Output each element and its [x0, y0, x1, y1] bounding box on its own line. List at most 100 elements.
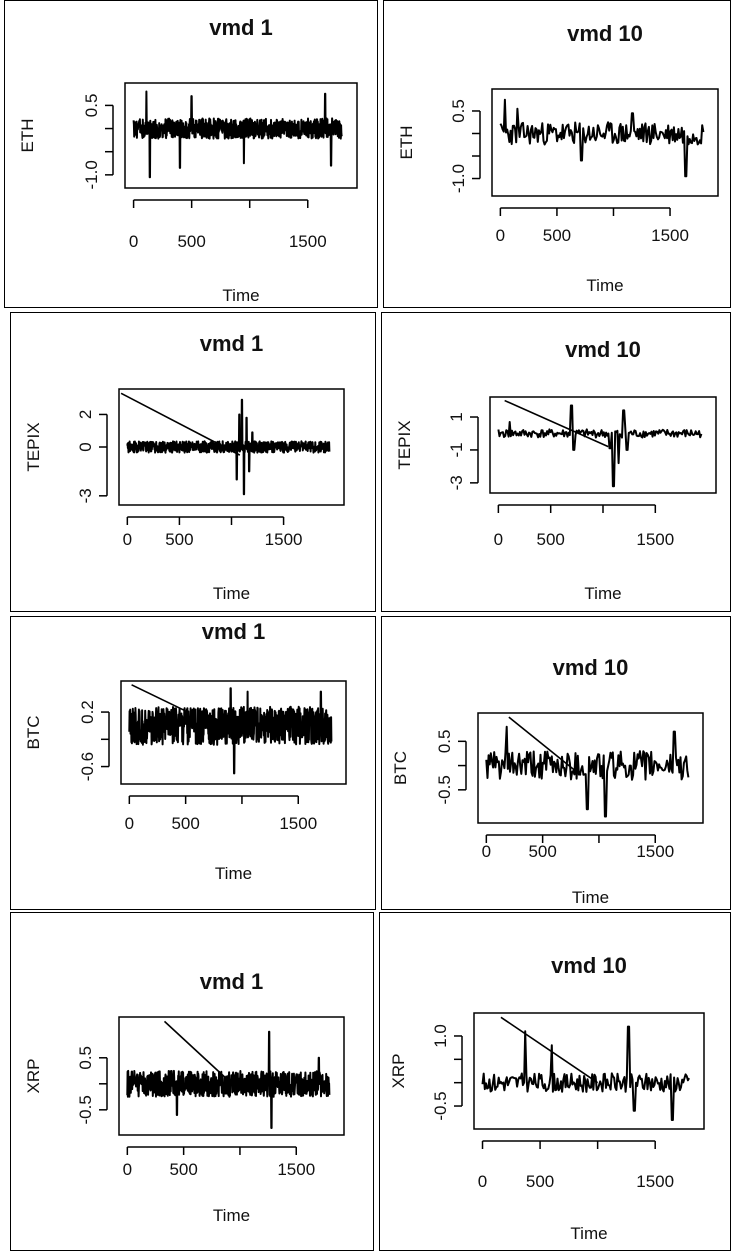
plot-area: [491, 88, 719, 197]
x-tick-label: 0: [129, 232, 138, 251]
chart-svg: vmd 10 0 500 1500 Time -1.0 0.5 ETH: [397, 21, 719, 295]
x-axis-label: Time: [584, 584, 621, 603]
series-line: [126, 1030, 331, 1129]
plot-area: [120, 680, 347, 785]
y-axis-label: XRP: [24, 1059, 43, 1094]
x-tick-label: 1500: [636, 842, 674, 861]
y-tick-label: -0.6: [78, 752, 97, 781]
x-tick-label: 0: [482, 842, 491, 861]
x-axis-label: Time: [570, 1224, 607, 1243]
chart-panel-tepix-vmd1: vmd 1 0 500 1500 Time -3 0 2 TEPIX: [10, 312, 376, 612]
y-axis-label: TEPIX: [395, 420, 414, 469]
y-tick-label: -3: [76, 488, 95, 503]
x-tick-label: 0: [478, 1172, 487, 1191]
series-line: [126, 398, 331, 496]
x-tick-label: 500: [536, 530, 564, 549]
x-tick-label: 0: [123, 530, 132, 549]
x-tick-label: 500: [169, 1160, 197, 1179]
chart-title: vmd 1: [200, 331, 264, 356]
x-axis-label: Time: [222, 286, 259, 305]
y-axis-label: ETH: [18, 119, 37, 153]
chart-panel-xrp-vmd10: vmd 10 0 500 1500 Time -0.5 1.0 XRP: [379, 912, 731, 1251]
chart-title: vmd 10: [567, 21, 643, 46]
x-axis-label: Time: [586, 276, 623, 295]
y-tick-label: 0.2: [78, 700, 97, 724]
diagonal-line: [163, 1020, 227, 1080]
diagonal-line: [120, 392, 241, 456]
chart-svg: vmd 1 0 500 1500 Time -0.6 0.2 BTC: [24, 619, 347, 883]
chart-title: vmd 1: [209, 15, 273, 40]
series-line: [485, 725, 690, 818]
chart-title: vmd 10: [551, 953, 627, 978]
diagonal-line: [504, 399, 609, 448]
x-tick-label: 1500: [279, 814, 317, 833]
chart-svg: vmd 10 0 500 1500 Time -3 -1 1 TEPIX: [395, 337, 717, 603]
plot-area: [473, 1012, 705, 1130]
x-tick-label: 1500: [636, 530, 674, 549]
plot-area: [118, 1016, 345, 1136]
plot-area: [477, 712, 704, 824]
x-tick-label: 0: [494, 530, 503, 549]
y-tick-label: -1.0: [82, 160, 101, 189]
series-line: [481, 1025, 690, 1121]
y-tick-label: -0.5: [431, 1091, 450, 1120]
x-tick-label: 1500: [651, 226, 689, 245]
x-axis-label: Time: [215, 864, 252, 883]
series-line: [497, 404, 703, 488]
x-tick-label: 1500: [636, 1172, 674, 1191]
x-axis-label: Time: [213, 1206, 250, 1225]
series-line: [499, 98, 705, 178]
x-tick-label: 500: [543, 226, 571, 245]
chart-svg: vmd 10 0 500 1500 Time -0.5 1.0 XRP: [389, 953, 705, 1243]
chart-title: vmd 10: [553, 655, 629, 680]
diagonal-line: [508, 716, 582, 776]
y-tick-label: 2: [76, 410, 95, 419]
x-tick-label: 1500: [265, 530, 303, 549]
plot-area: [489, 396, 717, 494]
y-axis-label: TEPIX: [24, 422, 43, 471]
x-tick-label: 0: [125, 814, 134, 833]
y-tick-label: 0: [76, 442, 95, 451]
y-tick-label: 0.5: [449, 99, 468, 123]
y-tick-label: -1.0: [449, 164, 468, 193]
chart-svg: vmd 1 0 500 1500 Time -3 0 2 TEPIX: [24, 331, 345, 603]
plot-area: [118, 388, 345, 506]
chart-title: vmd 1: [200, 969, 264, 994]
chart-panel-btc-vmd10: vmd 10 0 500 1500 Time -0.5 0.5 BTC: [381, 616, 731, 910]
chart-panel-tepix-vmd10: vmd 10 0 500 1500 Time -3 -1 1 TEPIX: [381, 312, 731, 612]
y-tick-label: 1: [447, 412, 466, 421]
series-line: [128, 687, 333, 775]
x-tick-label: 500: [171, 814, 199, 833]
chart-panel-eth-vmd10: vmd 10 0 500 1500 Time -1.0 0.5 ETH: [383, 0, 731, 308]
x-tick-label: 500: [528, 842, 556, 861]
y-axis-label: ETH: [397, 126, 416, 160]
plot-area: [124, 82, 358, 189]
y-axis-label: BTC: [391, 751, 410, 785]
x-tick-label: 500: [165, 530, 193, 549]
chart-svg: vmd 10 0 500 1500 Time -0.5 0.5 BTC: [391, 655, 704, 907]
y-axis-label: XRP: [389, 1054, 408, 1089]
y-tick-label: -0.5: [76, 1095, 95, 1124]
x-tick-label: 1500: [289, 232, 327, 251]
y-tick-label: -3: [447, 475, 466, 490]
x-axis-label: Time: [572, 888, 609, 907]
x-tick-label: 500: [526, 1172, 554, 1191]
chart-title: vmd 10: [565, 337, 641, 362]
y-tick-label: 0.5: [76, 1046, 95, 1070]
x-tick-label: 0: [496, 226, 505, 245]
y-tick-label: 0.5: [82, 94, 101, 118]
y-tick-label: -0.5: [435, 775, 454, 804]
y-tick-label: -1: [447, 442, 466, 457]
chart-panel-eth-vmd1: vmd 1 0 500 1500 Time -1.0 0.5 ETH: [4, 0, 378, 308]
y-axis-label: BTC: [24, 716, 43, 750]
series-line: [132, 90, 343, 179]
chart-svg: vmd 1 0 500 1500 Time -1.0 0.5 ETH: [18, 15, 358, 305]
diagonal-line: [131, 684, 189, 713]
x-tick-label: 0: [123, 1160, 132, 1179]
y-tick-label: 1.0: [431, 1024, 450, 1048]
x-tick-label: 500: [177, 232, 205, 251]
x-tick-label: 1500: [277, 1160, 315, 1179]
chart-svg: vmd 1 0 500 1500 Time -0.5 0.5 XRP: [24, 969, 345, 1225]
y-tick-label: 0.5: [435, 730, 454, 754]
x-axis-label: Time: [213, 584, 250, 603]
